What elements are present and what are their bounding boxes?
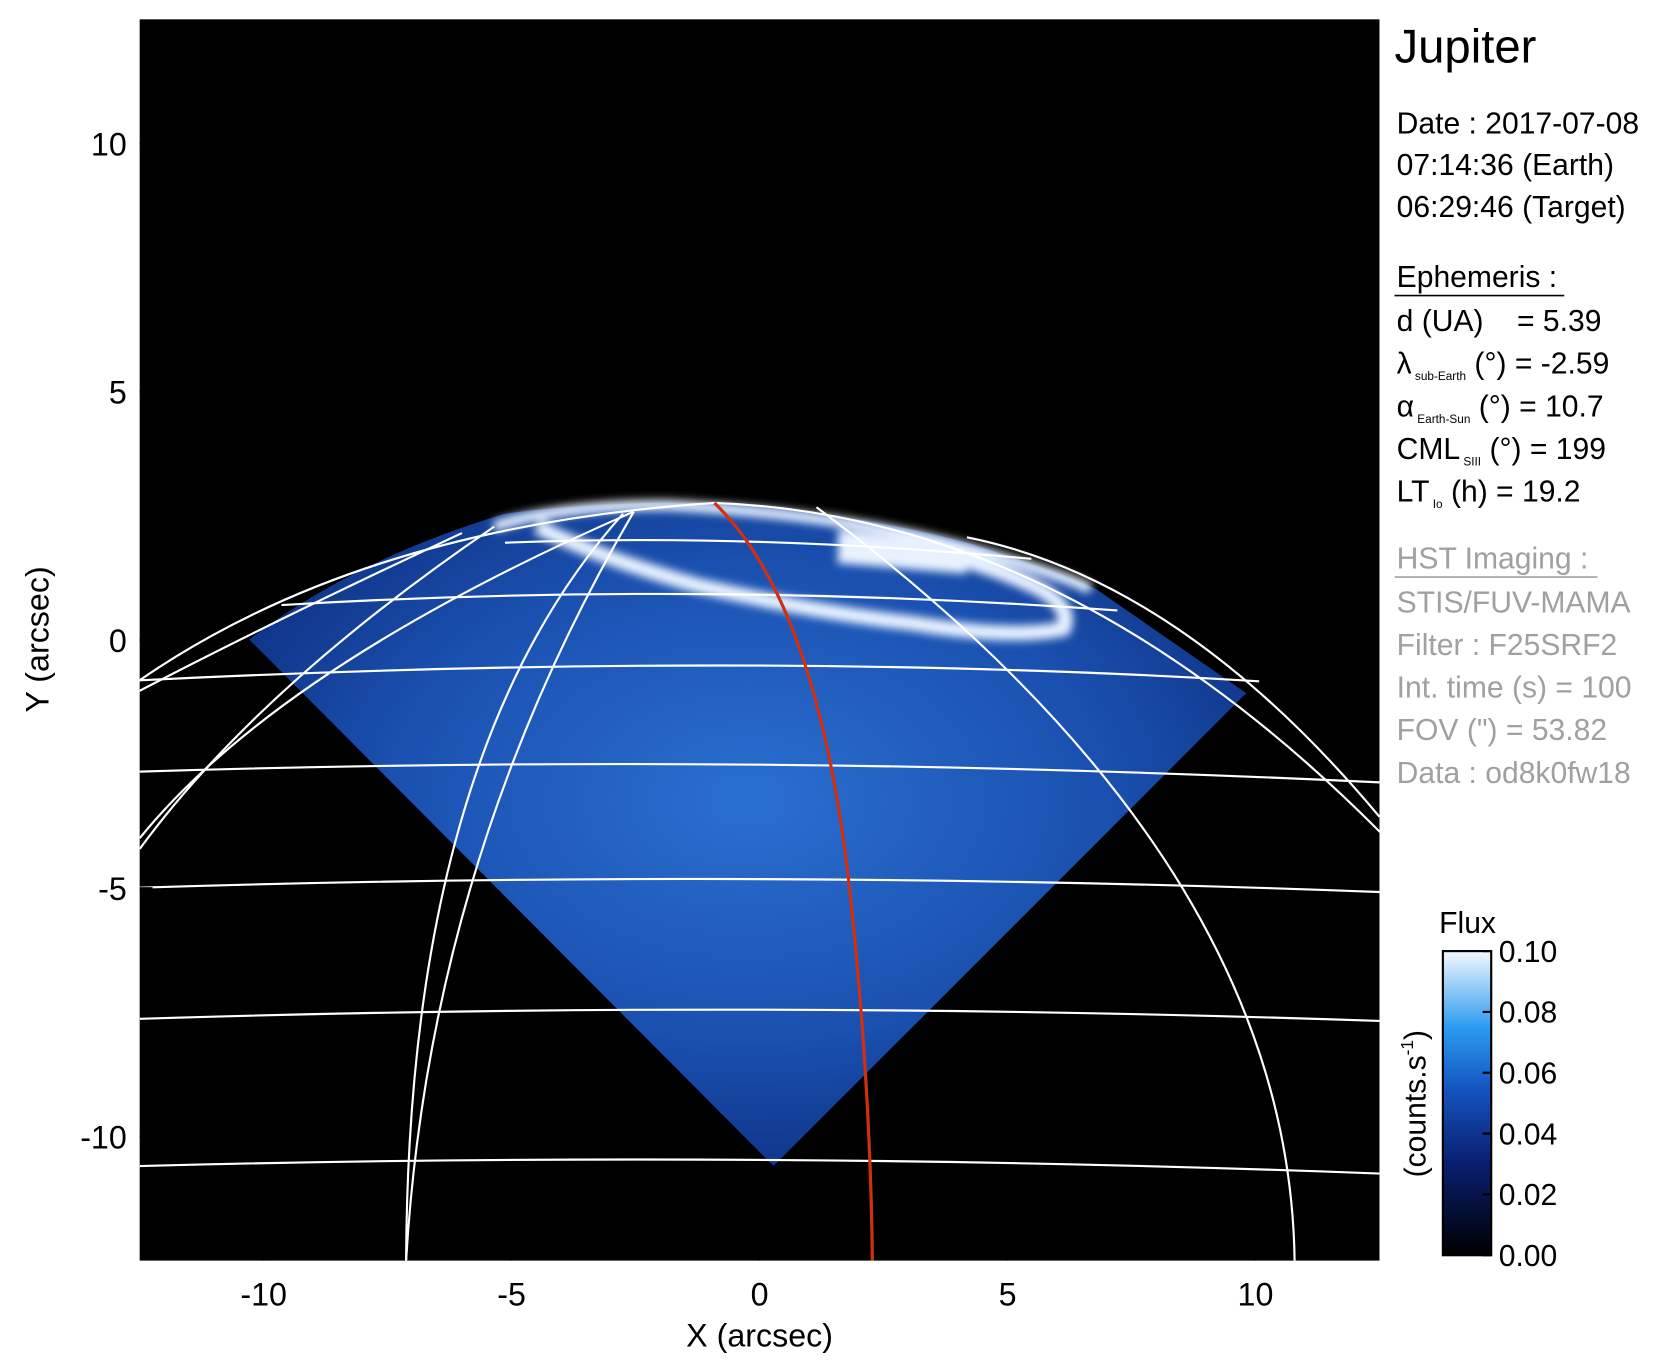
- central-meridian: [713, 501, 874, 1261]
- imaging-line: Data : od8k0fw18: [1397, 757, 1631, 790]
- ephemeris-line: d (UA) = 5.39: [1397, 305, 1602, 338]
- ephemeris-line: λ sub-Earth (°) = -2.59: [1397, 348, 1610, 383]
- colorbar-tick-label: 0.10: [1499, 936, 1558, 969]
- colorbar-label-sup: -1: [1397, 1040, 1417, 1055]
- value-text: (°) = 10.7: [1470, 390, 1603, 423]
- colorbar-label-text: (counts.s: [1400, 1055, 1433, 1177]
- y-axis-title: Y (arcsec): [19, 566, 55, 712]
- value-text: (h) = 19.2: [1443, 476, 1581, 509]
- colorbar: [1442, 951, 1492, 1256]
- imaging-line: FOV (") = 53.82: [1397, 714, 1607, 747]
- imaging-heading: HST Imaging :: [1397, 543, 1589, 576]
- y-tick-label: 5: [109, 375, 127, 411]
- colorbar-label-close: ): [1400, 1030, 1433, 1040]
- subscript: SIII: [1463, 454, 1481, 468]
- colorbar-tick-label: 0.06: [1499, 1057, 1558, 1090]
- colorbar-frame: [1441, 950, 1493, 1257]
- x-tick-label: 5: [999, 1277, 1017, 1313]
- ephemeris-line: LT Io (h) = 19.2: [1397, 476, 1581, 511]
- symbol: λ: [1397, 348, 1412, 381]
- ephemeris-heading: Ephemeris :: [1397, 261, 1557, 294]
- x-axis-title: X (arcsec): [686, 1318, 833, 1354]
- imaging-line: STIS/FUV-MAMA: [1397, 587, 1631, 620]
- ephemeris-line: α Earth-Sun (°) = 10.7: [1397, 390, 1604, 425]
- y-tick-label: -5: [98, 871, 127, 907]
- date-line: Date : 2017-07-08: [1397, 107, 1639, 140]
- y-tick-label: -10: [80, 1119, 127, 1155]
- subscript: Earth-Sun: [1417, 412, 1470, 426]
- symbol: CML: [1397, 433, 1461, 466]
- colorbar-tick-label: 0.04: [1499, 1118, 1558, 1151]
- colorbar-title: Flux: [1439, 907, 1496, 940]
- colorbar-tick-label: 0.08: [1499, 997, 1558, 1030]
- subscript: Io: [1433, 497, 1443, 511]
- imaging-line: Filter : F25SRF2: [1397, 629, 1618, 662]
- value-text: (°) = 199: [1481, 433, 1606, 466]
- value-text: d (UA) = 5.39: [1397, 305, 1602, 338]
- imaging-line: Int. time (s) = 100: [1397, 672, 1632, 705]
- colorbar-tick-label: 0.00: [1499, 1240, 1558, 1273]
- x-tick-label: 0: [751, 1277, 769, 1313]
- date-line: 06:29:46 (Target): [1397, 191, 1626, 224]
- colorbar-label: (counts.s-1): [1397, 1030, 1433, 1177]
- colorbar-tick-label: 0.02: [1499, 1179, 1558, 1212]
- symbol: α: [1397, 390, 1414, 423]
- image-layer: [139, 499, 1380, 1261]
- value-text: (°) = -2.59: [1466, 348, 1609, 381]
- ephemeris-line: CML SIII (°) = 199: [1397, 433, 1606, 468]
- planet-name: Jupiter: [1395, 20, 1537, 73]
- x-tick-label: -10: [240, 1277, 287, 1313]
- subscript: sub-Earth: [1415, 369, 1466, 383]
- date-line: 07:14:36 (Earth): [1397, 149, 1614, 182]
- x-tick-label: 10: [1238, 1277, 1274, 1313]
- y-tick-label: 0: [109, 623, 127, 659]
- y-tick-label: 10: [91, 126, 127, 162]
- planet-grid: [139, 501, 1380, 1261]
- symbol: LT: [1397, 476, 1430, 509]
- aurora: [492, 499, 1093, 641]
- x-tick-label: -5: [497, 1277, 526, 1313]
